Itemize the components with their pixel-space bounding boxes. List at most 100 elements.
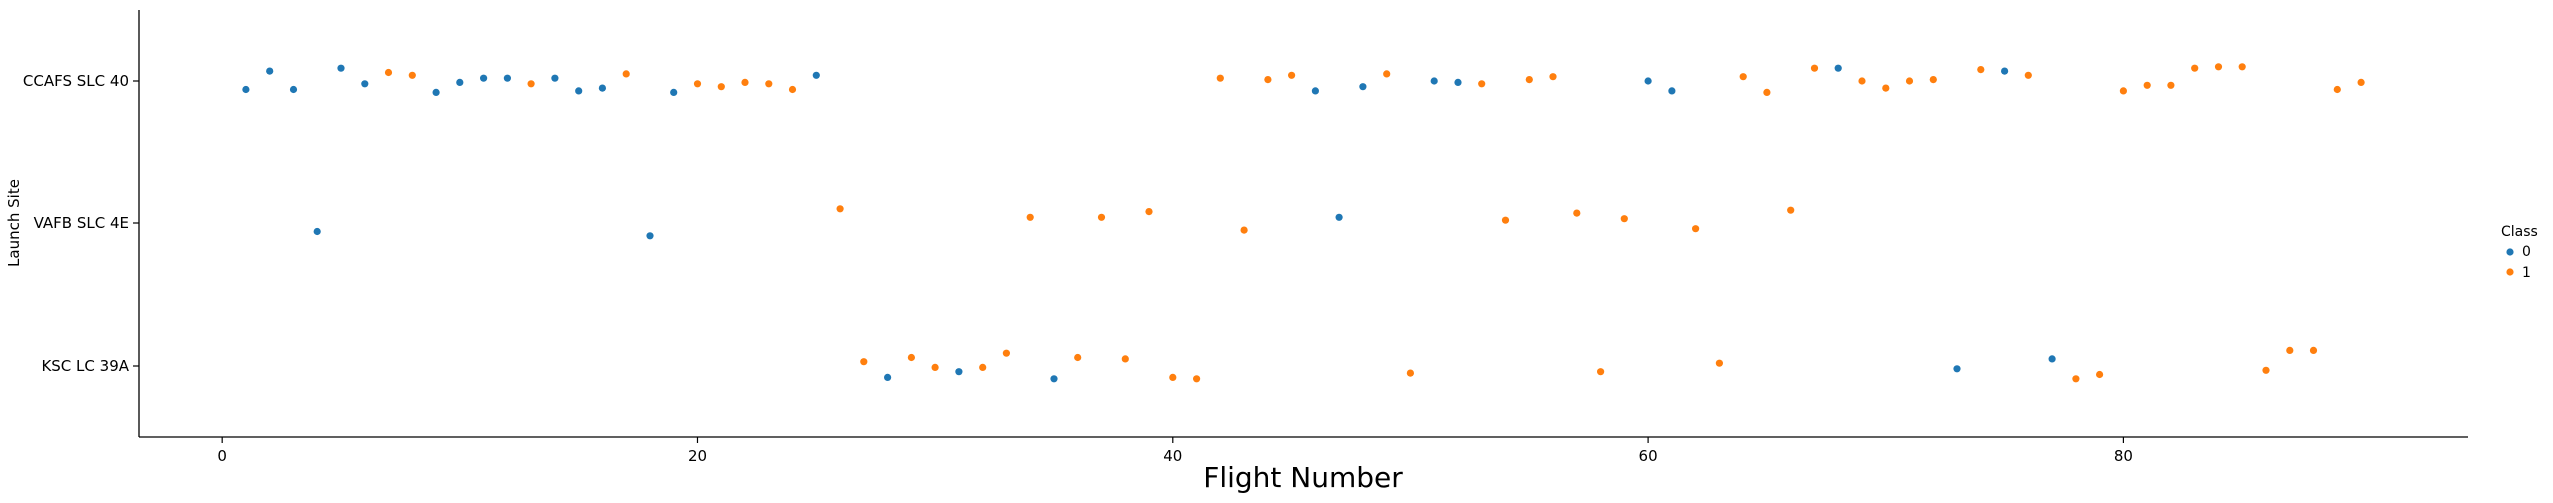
data-point-class-1 bbox=[1573, 209, 1581, 217]
data-point-class-1 bbox=[1193, 375, 1201, 383]
data-point-class-1 bbox=[2333, 85, 2341, 94]
data-point-class-0 bbox=[361, 80, 369, 88]
data-point-class-1 bbox=[1715, 359, 1723, 367]
plot-area bbox=[242, 63, 2365, 383]
data-point-class-1 bbox=[717, 83, 725, 91]
data-point-class-0 bbox=[313, 227, 321, 236]
data-point-class-0 bbox=[1644, 77, 1652, 85]
data-point-class-0 bbox=[551, 74, 559, 82]
data-point-class-0 bbox=[503, 74, 511, 82]
data-point-class-0 bbox=[955, 368, 963, 376]
data-point-class-1 bbox=[2191, 64, 2199, 72]
data-point-class-1 bbox=[1692, 225, 1700, 233]
data-point-class-1 bbox=[788, 85, 797, 94]
data-point-class-0 bbox=[1668, 87, 1676, 95]
data-point-class-1 bbox=[1264, 76, 1272, 84]
data-point-class-0 bbox=[1050, 375, 1058, 383]
data-point-class-1 bbox=[2286, 346, 2294, 354]
data-point-class-0 bbox=[337, 64, 345, 72]
data-point-class-1 bbox=[907, 353, 916, 362]
data-point-class-1 bbox=[1121, 355, 1129, 363]
data-point-class-0 bbox=[1834, 64, 1842, 72]
data-point-class-1 bbox=[1288, 71, 1296, 79]
data-point-class-1 bbox=[836, 205, 844, 213]
data-point-class-1 bbox=[2096, 370, 2104, 379]
data-point-class-1 bbox=[408, 71, 416, 79]
data-point-class-0 bbox=[1454, 78, 1462, 86]
data-point-class-1 bbox=[1169, 373, 1177, 381]
legend-title: Class bbox=[2501, 224, 2538, 240]
data-point-class-1 bbox=[741, 78, 749, 86]
data-point-class-1 bbox=[1977, 66, 1985, 74]
y-axis: CCAFS SLC 40 VAFB SLC 4E KSC LC 39A bbox=[23, 10, 140, 437]
x-axis-label: Flight Number bbox=[1203, 461, 1403, 494]
data-point-class-1 bbox=[1240, 226, 1248, 234]
data-point-class-0 bbox=[456, 78, 464, 86]
data-point-class-1 bbox=[1929, 76, 1937, 84]
data-point-class-1 bbox=[2167, 81, 2175, 89]
data-point-class-1 bbox=[1097, 213, 1106, 221]
legend-marker-class-0 bbox=[2506, 248, 2514, 256]
data-point-class-0 bbox=[1359, 83, 1367, 91]
data-point-class-0 bbox=[1953, 365, 1961, 373]
data-point-class-1 bbox=[860, 358, 868, 366]
data-point-class-1 bbox=[2143, 81, 2151, 89]
data-point-class-1 bbox=[1406, 369, 1414, 377]
data-point-class-0 bbox=[2001, 67, 2009, 75]
data-point-class-1 bbox=[384, 68, 393, 77]
data-point-class-1 bbox=[2119, 87, 2127, 95]
y-tick-label: VAFB SLC 4E bbox=[34, 214, 129, 232]
data-point-class-0 bbox=[266, 67, 274, 75]
data-point-class-1 bbox=[1763, 88, 1771, 96]
data-point-class-1 bbox=[1905, 77, 1914, 85]
x-tick-label: 20 bbox=[688, 447, 707, 465]
data-point-class-0 bbox=[1335, 213, 1343, 221]
data-point-class-1 bbox=[1525, 76, 1533, 84]
x-tick-label: 60 bbox=[1639, 447, 1658, 465]
data-point-class-0 bbox=[480, 74, 488, 82]
legend-label-class-1: 1 bbox=[2522, 265, 2531, 281]
x-tick-label: 80 bbox=[2114, 447, 2133, 465]
data-point-class-1 bbox=[1501, 216, 1510, 224]
data-point-class-1 bbox=[979, 363, 987, 371]
data-point-class-1 bbox=[2024, 71, 2032, 79]
data-point-class-1 bbox=[2238, 63, 2246, 71]
data-point-class-1 bbox=[1216, 74, 1224, 82]
data-point-class-1 bbox=[1810, 64, 1819, 72]
data-point-class-1 bbox=[1882, 84, 1890, 92]
data-point-class-0 bbox=[289, 85, 298, 94]
data-point-class-1 bbox=[1002, 349, 1011, 357]
data-point-class-1 bbox=[765, 80, 773, 88]
data-point-class-0 bbox=[884, 373, 892, 381]
legend-marker-class-1 bbox=[2506, 268, 2514, 276]
data-point-class-1 bbox=[1549, 73, 1557, 81]
data-point-class-1 bbox=[1074, 353, 1082, 362]
data-point-class-1 bbox=[2309, 346, 2318, 354]
data-point-class-0 bbox=[598, 84, 607, 92]
data-point-class-0 bbox=[242, 85, 250, 94]
data-point-class-1 bbox=[622, 70, 630, 78]
data-point-class-1 bbox=[1478, 80, 1486, 88]
data-point-class-0 bbox=[670, 88, 678, 96]
data-point-class-0 bbox=[1430, 77, 1438, 85]
x-tick-label: 0 bbox=[217, 447, 227, 465]
data-point-class-1 bbox=[1597, 368, 1605, 376]
data-point-class-1 bbox=[1026, 213, 1034, 221]
legend: Class 0 1 bbox=[2501, 224, 2538, 281]
data-point-class-1 bbox=[1383, 70, 1391, 78]
data-point-class-1 bbox=[931, 363, 939, 371]
data-point-class-1 bbox=[2262, 366, 2270, 374]
y-axis-label: Launch Site bbox=[5, 179, 23, 267]
data-point-class-0 bbox=[646, 232, 654, 240]
x-axis: 0 20 40 60 80 bbox=[139, 436, 2468, 465]
y-tick-label: KSC LC 39A bbox=[41, 357, 129, 375]
data-point-class-0 bbox=[1311, 87, 1319, 95]
data-point-class-1 bbox=[1787, 206, 1795, 214]
y-tick-label: CCAFS SLC 40 bbox=[23, 72, 129, 90]
data-point-class-1 bbox=[2072, 375, 2080, 383]
x-tick-label: 40 bbox=[1163, 447, 1182, 465]
data-point-class-0 bbox=[575, 87, 583, 95]
data-point-class-1 bbox=[1620, 215, 1628, 223]
data-point-class-0 bbox=[2048, 355, 2056, 363]
